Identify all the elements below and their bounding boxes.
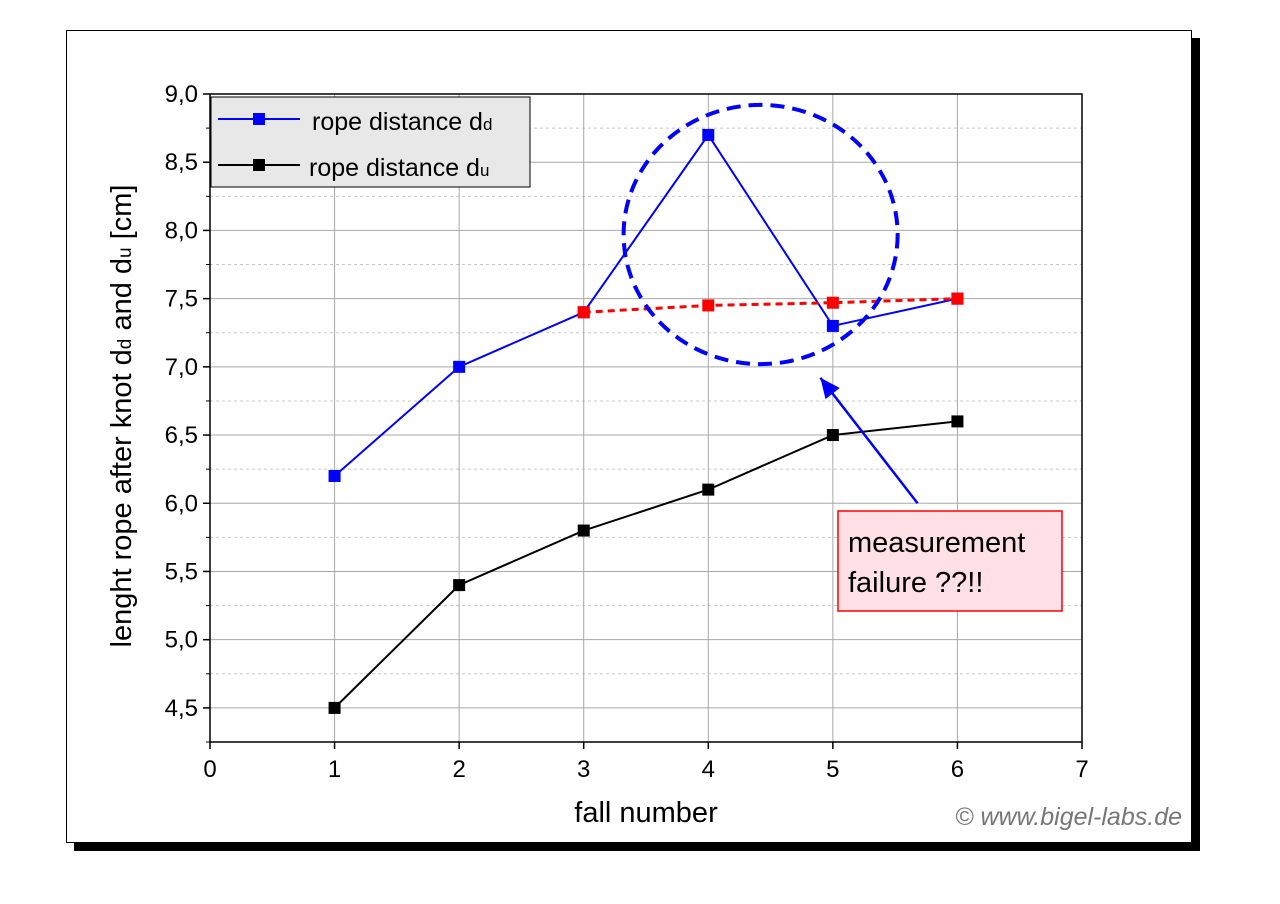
x-tick-label: 7 xyxy=(1075,756,1088,783)
series-point xyxy=(328,469,341,482)
y-tick-label: 6,0 xyxy=(165,490,198,517)
y-tick-label: 8,5 xyxy=(165,149,198,176)
plot-area xyxy=(210,94,1082,742)
series-line xyxy=(333,133,958,477)
annotation-arrow-head xyxy=(820,377,840,400)
grid-lines xyxy=(210,93,1082,743)
x-tick-label: 2 xyxy=(452,756,465,783)
x-axis-ticks: 0 1 2 3 4 5 6 7 xyxy=(203,742,1089,783)
y-tick-label: 5,0 xyxy=(165,627,198,654)
y-tick-label: 7,0 xyxy=(165,354,198,381)
legend-label-sub: d xyxy=(483,115,492,134)
annotation: measurement failure ??!! xyxy=(819,376,1063,612)
legend-label-main: rope distance d xyxy=(309,154,480,182)
series-point xyxy=(826,319,839,332)
legend-label: rope distance du xyxy=(309,154,489,182)
x-axis-label: fall number xyxy=(574,797,718,829)
legend-label-sub: u xyxy=(480,161,489,180)
legend-label-main: rope distance d xyxy=(312,108,483,136)
annotation-text: failure ??!! xyxy=(848,567,983,599)
x-tick-label: 3 xyxy=(577,756,590,783)
y-axis-label: lenght rope after knot dd and du [cm] xyxy=(106,185,138,648)
y-axis-ticks: 4,5 5,0 5,5 6,0 6,5 7,0 7,5 8,0 8,5 9,0 xyxy=(165,81,210,743)
legend-marker xyxy=(253,159,265,171)
plot-border xyxy=(209,93,1083,743)
series-point xyxy=(577,524,590,537)
x-tick-label: 6 xyxy=(951,756,964,783)
y-tick-label: 7,5 xyxy=(165,286,198,313)
x-tick-label: 1 xyxy=(328,756,341,783)
highlight-circle xyxy=(621,102,900,367)
correction-point xyxy=(702,299,715,312)
series-point xyxy=(702,128,715,141)
legend-label: rope distance dd xyxy=(312,108,492,136)
correction-point xyxy=(826,296,839,309)
copyright-text: © www.bigel-labs.de xyxy=(955,803,1182,831)
y-tick-label: 8,0 xyxy=(165,217,198,244)
annotation-box xyxy=(837,510,1063,612)
correction-point xyxy=(577,306,590,319)
series-point xyxy=(453,579,466,592)
annotation-text: measurement xyxy=(848,527,1025,559)
y-tick-label: 5,5 xyxy=(165,558,198,585)
y-axis-label-part: lenght rope after knot d xyxy=(106,349,138,647)
x-tick-label: 4 xyxy=(702,756,715,783)
correction-point xyxy=(951,292,964,305)
y-axis-label-part: u xyxy=(115,247,136,258)
y-tick-label: 6,5 xyxy=(165,422,198,449)
legend-marker xyxy=(253,113,265,125)
y-tick-label: 9,0 xyxy=(165,81,198,108)
highlight-ellipse xyxy=(621,102,900,367)
series-point xyxy=(328,701,341,714)
series-point xyxy=(826,429,839,442)
axes xyxy=(209,93,1083,743)
annotation-arrow-line xyxy=(819,376,919,505)
legend-box xyxy=(210,96,531,188)
series-point xyxy=(951,415,964,428)
series-point xyxy=(702,483,715,496)
y-axis-label-part: [cm] xyxy=(106,185,138,248)
y-axis-label-part: and d xyxy=(106,258,138,339)
x-tick-label: 0 xyxy=(203,756,216,783)
series-line xyxy=(333,420,958,709)
y-axis-label-part: d xyxy=(115,339,136,350)
x-tick-label: 5 xyxy=(826,756,839,783)
series-2 xyxy=(328,415,964,714)
series-point xyxy=(453,360,466,373)
y-tick-label: 4,5 xyxy=(165,695,198,722)
